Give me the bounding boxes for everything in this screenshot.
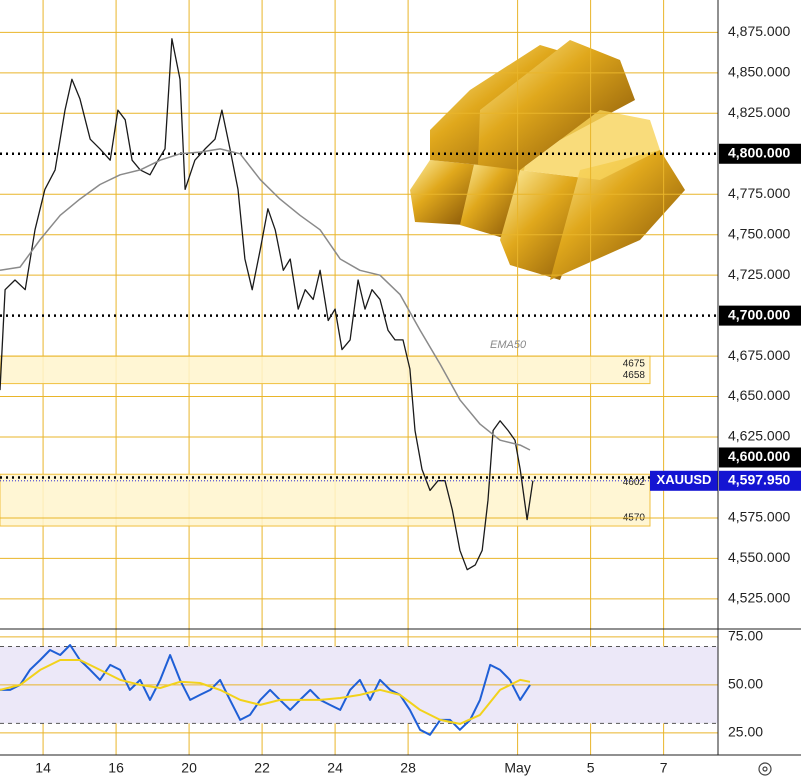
x-tick-label: 14 — [35, 760, 51, 776]
zone-low-label: 4658 — [623, 370, 646, 381]
level-label: 4,600.000 — [728, 448, 790, 464]
x-tick-label: 20 — [181, 760, 197, 776]
y-tick-label: 4,750.000 — [728, 225, 790, 241]
x-tick-label: 24 — [327, 760, 343, 776]
ema-label: EMA50 — [490, 339, 527, 351]
gold-bars-image — [410, 40, 685, 280]
level-tag — [719, 447, 801, 468]
y-tick-label: 50.00 — [728, 676, 763, 692]
series-line — [0, 659, 531, 725]
y-tick-label: 4,675.000 — [728, 347, 790, 363]
level-tag — [719, 143, 801, 164]
x-tick-label: 7 — [660, 760, 668, 776]
x-tick-label: May — [504, 760, 530, 776]
series-line — [0, 38, 534, 571]
series-line — [0, 148, 531, 451]
level-tag — [719, 305, 801, 326]
y-tick-label: 4,525.000 — [728, 590, 790, 606]
x-tick-label: 22 — [254, 760, 270, 776]
y-tick-label: 4,550.000 — [728, 549, 790, 565]
price-tag — [719, 470, 801, 491]
x-tick-label: 5 — [587, 760, 595, 776]
y-tick-label: 4,625.000 — [728, 428, 790, 444]
y-tick-label: 4,875.000 — [728, 23, 790, 39]
x-tick-label: 28 — [400, 760, 416, 776]
y-tick-label: 4,825.000 — [728, 104, 790, 120]
y-tick-label: 25.00 — [728, 724, 763, 740]
y-tick-label: 4,650.000 — [728, 387, 790, 403]
y-tick-label: 75.00 — [728, 628, 763, 644]
price-label: 4,597.950 — [728, 471, 790, 487]
y-tick-label: 4,575.000 — [728, 509, 790, 525]
x-tick-label: 16 — [108, 760, 124, 776]
level-label: 4,800.000 — [728, 144, 790, 160]
zone — [0, 473, 651, 527]
zone-high-label: 4675 — [623, 359, 646, 370]
level-label: 4,700.000 — [728, 306, 790, 322]
y-tick-label: 4,775.000 — [728, 185, 790, 201]
y-tick-label: 4,850.000 — [728, 64, 790, 80]
zone — [0, 355, 651, 385]
symbol-label: XAUUSD — [657, 472, 712, 487]
zone-high-label: 4602 — [623, 477, 646, 488]
settings-icon[interactable] — [758, 762, 772, 776]
symbol-tag — [650, 470, 718, 491]
y-tick-label: 4,725.000 — [728, 266, 790, 282]
